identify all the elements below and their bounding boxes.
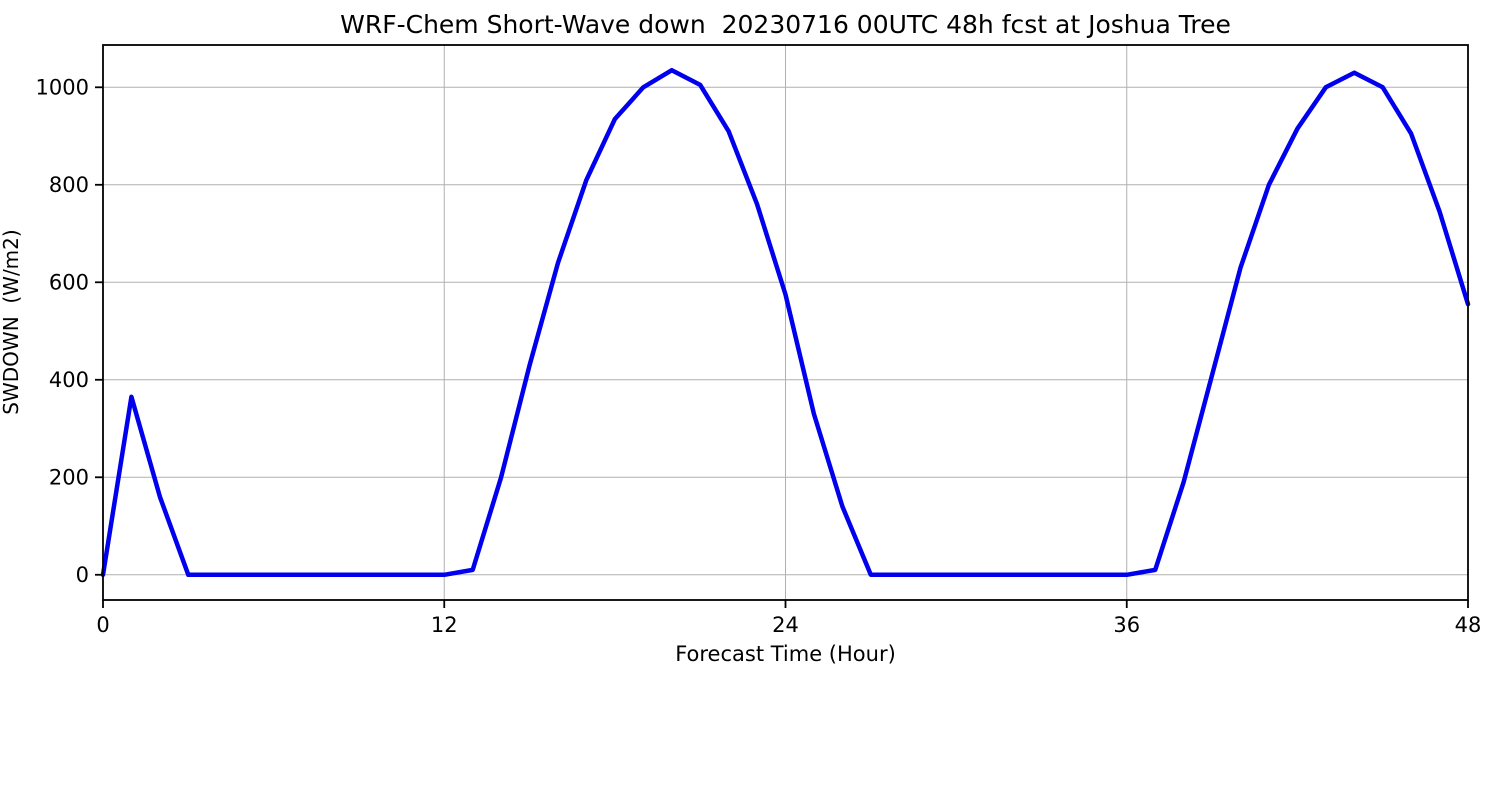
y-tick-label: 400 [49,368,89,392]
y-tick-label: 0 [76,563,89,587]
y-axis-label: SWDOWN (W/m2) [0,229,23,415]
x-tick-label: 12 [431,613,458,637]
x-tick-label: 24 [772,613,799,637]
x-tick-label: 0 [96,613,109,637]
x-axis-label: Forecast Time (Hour) [675,642,896,666]
data-line-swdown [100,67,1471,578]
x-tick-label: 36 [1113,613,1140,637]
y-tick-label: 200 [49,465,89,489]
y-tick-label: 1000 [36,75,89,99]
y-tick-label: 800 [49,173,89,197]
chart-title: WRF-Chem Short-Wave down 20230716 00UTC … [340,10,1231,39]
x-tick-label: 48 [1455,613,1482,637]
y-tick-label: 600 [49,270,89,294]
